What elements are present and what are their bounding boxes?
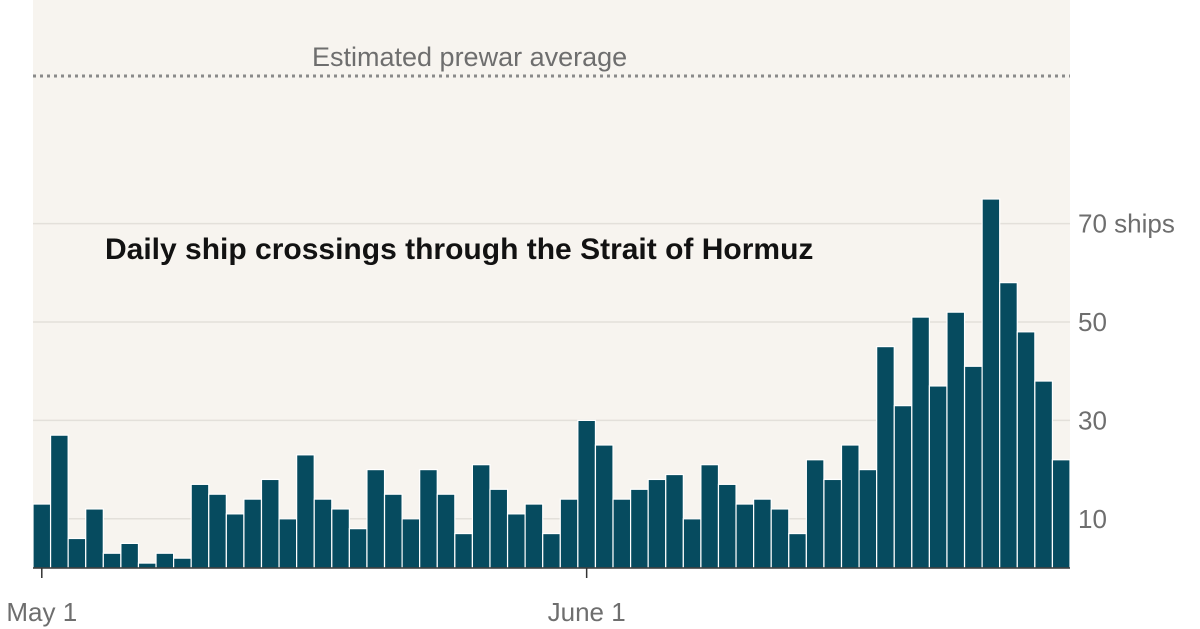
bar-48 bbox=[858, 469, 878, 569]
bar-36 bbox=[647, 478, 667, 569]
bar-3 bbox=[67, 537, 87, 569]
y-tick-label-10: 10 bbox=[1078, 504, 1107, 534]
y-tick-label-70: 70 ships bbox=[1078, 209, 1175, 239]
bar-58 bbox=[1034, 380, 1054, 569]
x-axis-ticks: May 1 June 1 bbox=[6, 568, 626, 627]
bar-31 bbox=[559, 498, 579, 569]
bar-55 bbox=[981, 198, 1001, 569]
y-axis-ticks: 10 30 50 70 ships bbox=[1078, 209, 1175, 534]
bar-23 bbox=[419, 469, 438, 569]
bar-59 bbox=[1051, 459, 1071, 569]
bar-21 bbox=[383, 493, 403, 569]
bar-11 bbox=[208, 493, 227, 569]
bar-9 bbox=[173, 557, 192, 569]
bar-44 bbox=[788, 532, 807, 569]
bar-28 bbox=[506, 513, 526, 569]
bar-51 bbox=[911, 316, 930, 569]
bar-30 bbox=[542, 532, 561, 569]
bar-54 bbox=[963, 365, 983, 569]
bar-14 bbox=[260, 478, 280, 569]
bar-24 bbox=[436, 493, 456, 569]
y-tick-label-50: 50 bbox=[1078, 307, 1107, 337]
bar-50 bbox=[893, 405, 913, 569]
bar-37 bbox=[665, 473, 684, 569]
bar-42 bbox=[753, 498, 772, 569]
bar-33 bbox=[594, 444, 614, 569]
bar-13 bbox=[243, 498, 263, 569]
bar-6 bbox=[120, 542, 140, 569]
bars bbox=[32, 198, 1071, 569]
reference-line-group: Estimated prewar average bbox=[33, 42, 1070, 78]
chart-title: Daily ship crossings through the Strait … bbox=[105, 233, 813, 266]
bar-20 bbox=[366, 469, 386, 569]
bar-29 bbox=[524, 503, 544, 569]
bar-18 bbox=[331, 508, 350, 569]
bar-40 bbox=[717, 483, 737, 569]
bar-56 bbox=[999, 282, 1018, 569]
bar-10 bbox=[190, 483, 210, 569]
bar-53 bbox=[946, 311, 966, 569]
bar-52 bbox=[928, 385, 948, 569]
bar-27 bbox=[489, 488, 509, 569]
x-tick-label-0: May 1 bbox=[6, 597, 77, 627]
bar-2 bbox=[49, 434, 69, 569]
bar-16 bbox=[296, 454, 315, 569]
bar-8 bbox=[155, 552, 175, 569]
bar-19 bbox=[348, 528, 368, 569]
bar-26 bbox=[471, 464, 491, 569]
bar-25 bbox=[454, 532, 474, 569]
bar-17 bbox=[313, 498, 333, 569]
bar-35 bbox=[629, 488, 649, 569]
y-tick-label-30: 30 bbox=[1078, 405, 1107, 435]
bar-47 bbox=[840, 444, 860, 569]
bar-46 bbox=[823, 478, 843, 569]
bar-15 bbox=[278, 518, 298, 569]
x-tick-label-1: June 1 bbox=[548, 597, 626, 627]
bar-38 bbox=[682, 518, 702, 569]
bar-5 bbox=[102, 552, 122, 569]
prewar-average-label: Estimated prewar average bbox=[312, 42, 627, 72]
bar-1 bbox=[32, 503, 52, 569]
bar-4 bbox=[85, 508, 104, 569]
bar-49 bbox=[876, 346, 895, 569]
bar-57 bbox=[1016, 331, 1036, 569]
bar-39 bbox=[700, 464, 720, 569]
bar-43 bbox=[770, 508, 790, 569]
bar-22 bbox=[401, 518, 421, 569]
bar-45 bbox=[805, 459, 825, 569]
bar-34 bbox=[612, 498, 632, 569]
bar-32 bbox=[577, 419, 597, 569]
bar-12 bbox=[225, 513, 245, 569]
bar-41 bbox=[735, 503, 755, 569]
